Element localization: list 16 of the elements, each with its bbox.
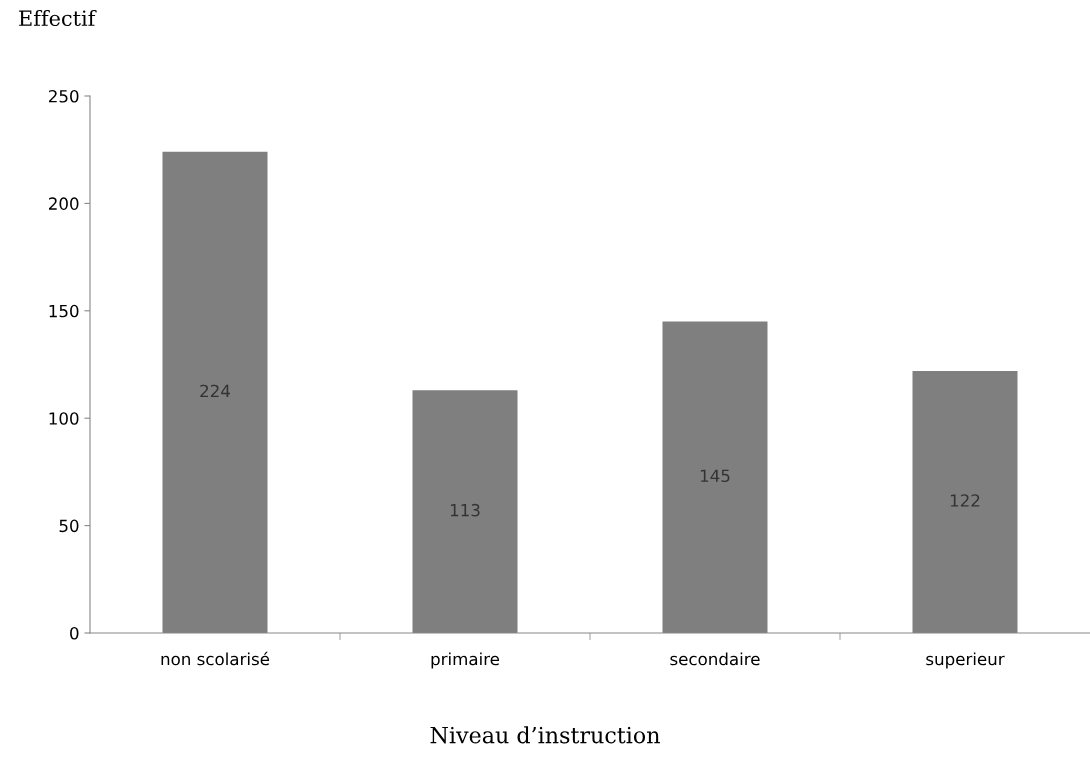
- data-label: 145: [700, 469, 730, 483]
- data-label: 224: [200, 384, 230, 398]
- x-tick-label: superieur: [926, 652, 1005, 669]
- y-tick-label: 0: [70, 626, 79, 640]
- y-tick-label: 100: [49, 412, 79, 425]
- x-tick-label: primaire: [431, 652, 500, 669]
- data-label: 122: [950, 494, 980, 507]
- y-tick-label: 150: [49, 304, 79, 318]
- x-tick-label: non scolarisé: [161, 651, 270, 666]
- data-label: 113: [450, 503, 480, 517]
- y-tick-label: 250: [48, 89, 79, 103]
- x-axis-title: Niveau d’instruction: [430, 726, 660, 744]
- y-axis-title: Effectif: [19, 9, 97, 27]
- x-tick-label: secondaire: [670, 652, 760, 666]
- y-tick-label: 50: [59, 519, 79, 533]
- y-tick-label: 200: [48, 197, 79, 210]
